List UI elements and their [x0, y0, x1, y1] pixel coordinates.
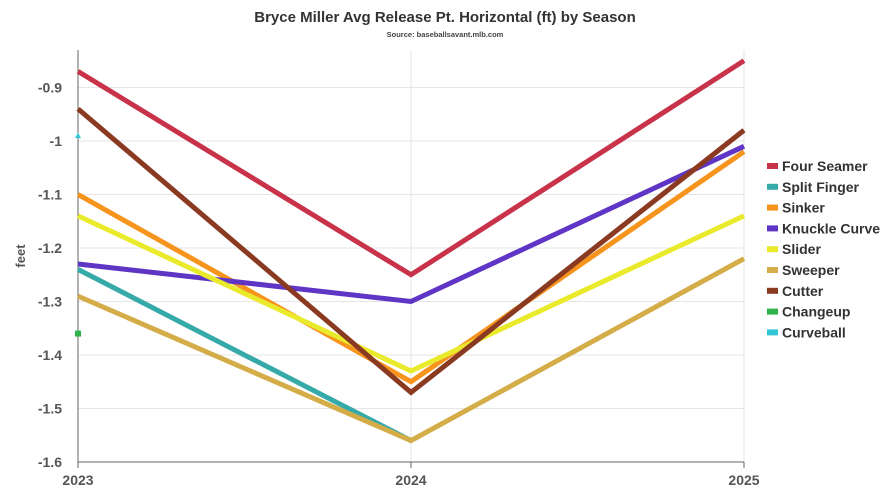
y-tick-label: -1.4: [38, 347, 62, 363]
legend-label: Sweeper: [782, 262, 840, 278]
legend-label: Changeup: [782, 304, 850, 320]
y-tick-label: -1.1: [38, 186, 62, 202]
legend-swatch: [767, 308, 778, 315]
y-tick-label: -1.3: [38, 293, 62, 309]
legend-label: Cutter: [782, 283, 824, 299]
legend-item-curveball: Curveball: [767, 324, 846, 340]
series-point-changeup: [75, 330, 81, 337]
legend-swatch: [767, 204, 778, 211]
legend-swatch: [767, 329, 778, 336]
legend-label: Four Seamer: [782, 158, 868, 174]
y-tick-label: -1.2: [38, 240, 62, 256]
x-tick-label: 2024: [395, 472, 426, 488]
legend: Four Seamer Split Finger Sinker Knuckle Cur…: [767, 158, 880, 340]
series-lines: [75, 58, 746, 444]
series-point-curveball: [75, 132, 81, 139]
x-tick-label: 2025: [728, 472, 759, 488]
legend-swatch: [767, 163, 778, 169]
series-line-sweeper: [77, 256, 746, 444]
legend-item-four-seamer: Four Seamer: [767, 158, 868, 174]
series-line-slider: [76, 213, 746, 374]
legend-item-split-finger: Split Finger: [767, 179, 860, 195]
legend-swatch: [767, 246, 778, 253]
series-line-sinker: [76, 149, 746, 385]
y-tick-label: -0.9: [38, 79, 62, 95]
x-tick-label: 2023: [62, 472, 93, 488]
series-line-split-finger: [76, 267, 413, 443]
legend-label: Split Finger: [782, 179, 860, 195]
legend-swatch: [767, 225, 778, 232]
series-line-cutter: [76, 106, 746, 396]
legend-label: Knuckle Curve: [782, 220, 880, 236]
y-axis-label: feet: [13, 244, 28, 268]
legend-label: Curveball: [782, 324, 846, 340]
legend-label: Slider: [782, 241, 821, 257]
legend-item-sweeper: Sweeper: [767, 262, 840, 278]
chart-title: Bryce Miller Avg Release Pt. Horizontal …: [254, 9, 636, 26]
legend-swatch: [767, 287, 778, 294]
y-tick-label: -1.5: [38, 400, 62, 416]
legend-item-knuckle-curve: Knuckle Curve: [767, 220, 880, 236]
y-tick-label: -1: [50, 133, 63, 149]
legend-swatch: [767, 183, 778, 190]
y-tick-label: -1.6: [38, 454, 62, 470]
legend-swatch: [767, 267, 778, 273]
series-line-knuckle-curve: [77, 144, 746, 305]
legend-label: Sinker: [782, 200, 825, 216]
legend-item-changeup: Changeup: [767, 304, 850, 320]
legend-item-cutter: Cutter: [767, 283, 824, 299]
legend-item-slider: Slider: [767, 241, 821, 257]
series-line-four-seamer: [76, 58, 746, 278]
chart-subtitle: Source: baseballsavant.mlb.com: [387, 30, 504, 39]
gridlines: [77, 50, 745, 463]
legend-item-sinker: Sinker: [767, 200, 825, 216]
